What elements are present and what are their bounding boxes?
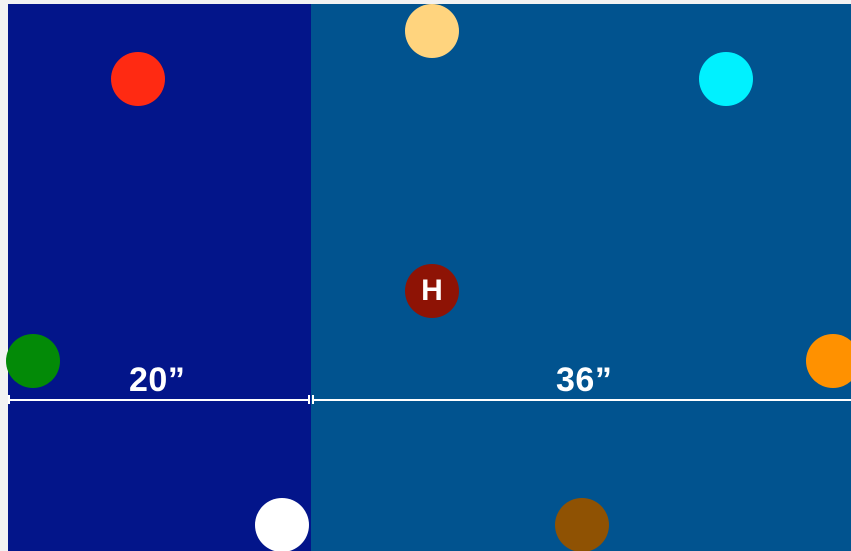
dimension-tick-start	[8, 395, 10, 404]
left-dimension-label: 20”	[129, 361, 186, 399]
cyan-marker	[699, 52, 753, 106]
right-dimension-line	[313, 399, 851, 401]
light-orange-marker	[405, 4, 459, 58]
h-marker: H	[405, 264, 459, 318]
dimension-tick-mid-left	[308, 395, 310, 404]
green-marker	[6, 334, 60, 388]
right-dimension-label: 36”	[556, 361, 613, 399]
h-marker-label: H	[421, 274, 443, 307]
brown-marker	[555, 498, 609, 551]
red-marker	[111, 52, 165, 106]
white-marker	[255, 498, 309, 551]
orange-marker	[806, 334, 851, 388]
left-dimension-line	[8, 399, 310, 401]
dimension-tick-mid-right	[312, 395, 314, 404]
right-panel	[311, 4, 851, 551]
